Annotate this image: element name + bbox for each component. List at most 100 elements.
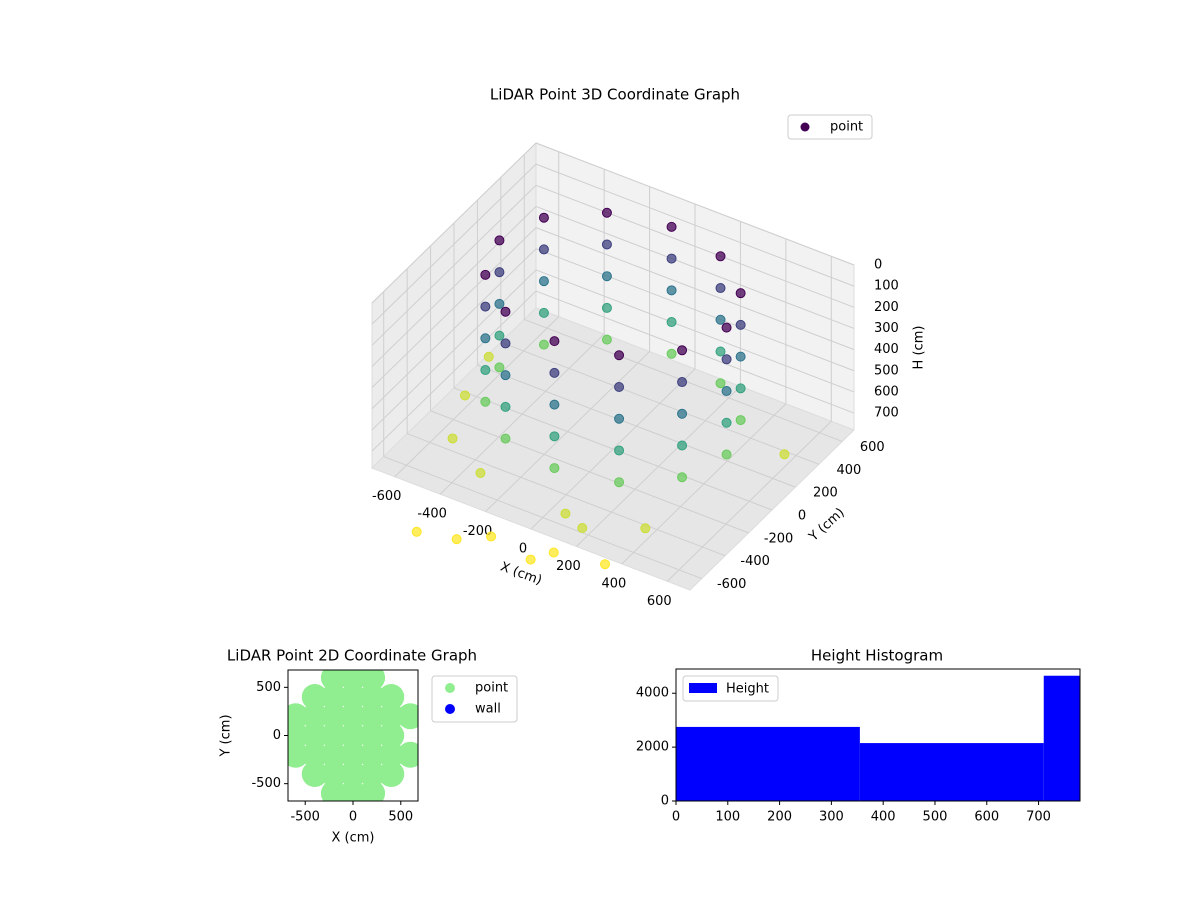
x-tick-label: -400	[417, 507, 447, 522]
point	[549, 463, 560, 474]
chart-title: LiDAR Point 2D Coordinate Graph	[227, 647, 477, 665]
x-tick-label: 200	[556, 559, 581, 574]
x-tick-label: 0	[349, 810, 357, 825]
point	[340, 741, 366, 768]
x-axis-label: X (cm)	[498, 560, 544, 589]
point	[494, 362, 505, 373]
point	[677, 440, 688, 451]
chart-title: LiDAR Point 3D Coordinate Graph	[490, 86, 740, 104]
point	[735, 415, 746, 426]
point	[538, 307, 549, 318]
point	[538, 244, 549, 255]
point	[735, 319, 746, 330]
x-tick-label: 0	[519, 542, 527, 557]
point	[447, 433, 458, 444]
z-tick-label: 700	[874, 406, 899, 421]
point	[715, 378, 726, 389]
point	[301, 683, 328, 710]
grid-line	[500, 341, 820, 465]
grid-line	[535, 142, 855, 266]
point	[677, 472, 688, 483]
legend-box	[431, 675, 518, 723]
grid-line	[371, 206, 537, 367]
point	[483, 351, 494, 362]
point	[320, 741, 347, 768]
legend-box	[682, 675, 779, 702]
legend-label: point	[830, 120, 863, 135]
point	[601, 239, 612, 250]
point	[735, 383, 746, 394]
grid-line	[383, 456, 702, 580]
grid-line	[430, 410, 749, 534]
point	[721, 386, 732, 397]
point	[715, 283, 726, 294]
bar	[859, 743, 1044, 801]
point	[614, 382, 625, 393]
point	[480, 365, 491, 376]
point	[677, 345, 688, 356]
point	[359, 761, 386, 788]
point	[614, 477, 625, 488]
legend-marker	[445, 683, 455, 693]
z-tick-label: 600	[874, 384, 899, 399]
point	[451, 534, 462, 545]
point	[486, 531, 497, 542]
grid-line	[535, 184, 855, 308]
point	[359, 780, 386, 801]
point	[340, 722, 366, 749]
point	[601, 207, 612, 218]
legend-label: Height	[726, 682, 769, 697]
y-tick-label: -200	[764, 531, 794, 546]
chart-title: Height Histogram	[811, 647, 943, 665]
y-tick-label: 0	[661, 794, 669, 809]
point	[640, 523, 651, 534]
point	[500, 401, 511, 412]
grid-line	[371, 142, 537, 304]
point	[715, 346, 726, 357]
point	[614, 350, 625, 361]
point	[480, 396, 491, 407]
y-tick-label: 2000	[636, 740, 669, 755]
point	[359, 741, 386, 768]
point	[301, 761, 328, 788]
point	[301, 741, 328, 768]
point	[494, 330, 505, 341]
x-axis-label: X (cm)	[332, 831, 375, 846]
legend-label: point	[475, 681, 508, 696]
point	[359, 683, 386, 710]
point	[601, 271, 612, 282]
y-tick-label: 400	[836, 463, 861, 478]
point	[500, 370, 511, 381]
legend-label: wall	[475, 702, 501, 717]
point	[378, 741, 405, 768]
y-tick-label: 0	[273, 728, 281, 743]
y-tick-label: 600	[860, 440, 885, 455]
point	[288, 741, 309, 768]
grid-line	[535, 290, 855, 414]
x-tick-label: 400	[601, 576, 626, 591]
point	[721, 354, 732, 365]
z-tick-label: 100	[874, 279, 899, 294]
plot-area	[288, 670, 418, 801]
x-tick-label: 400	[871, 810, 896, 825]
grid-line	[535, 227, 855, 351]
bar	[1043, 675, 1080, 801]
point	[500, 433, 511, 444]
z-tick-label: 500	[874, 363, 899, 378]
y-tick-label: 4000	[636, 686, 669, 701]
point	[538, 212, 549, 223]
point	[577, 523, 588, 534]
x-tick-label: 700	[1026, 810, 1051, 825]
point	[397, 703, 418, 730]
point	[378, 761, 405, 788]
point	[320, 761, 347, 788]
legend-marker	[800, 122, 810, 132]
point	[397, 741, 418, 768]
point	[340, 761, 366, 788]
point	[480, 269, 491, 280]
grid-line	[535, 163, 855, 287]
point	[320, 703, 347, 730]
grid-line	[535, 269, 855, 393]
point	[320, 683, 347, 710]
x-tick-label: 500	[388, 810, 413, 825]
